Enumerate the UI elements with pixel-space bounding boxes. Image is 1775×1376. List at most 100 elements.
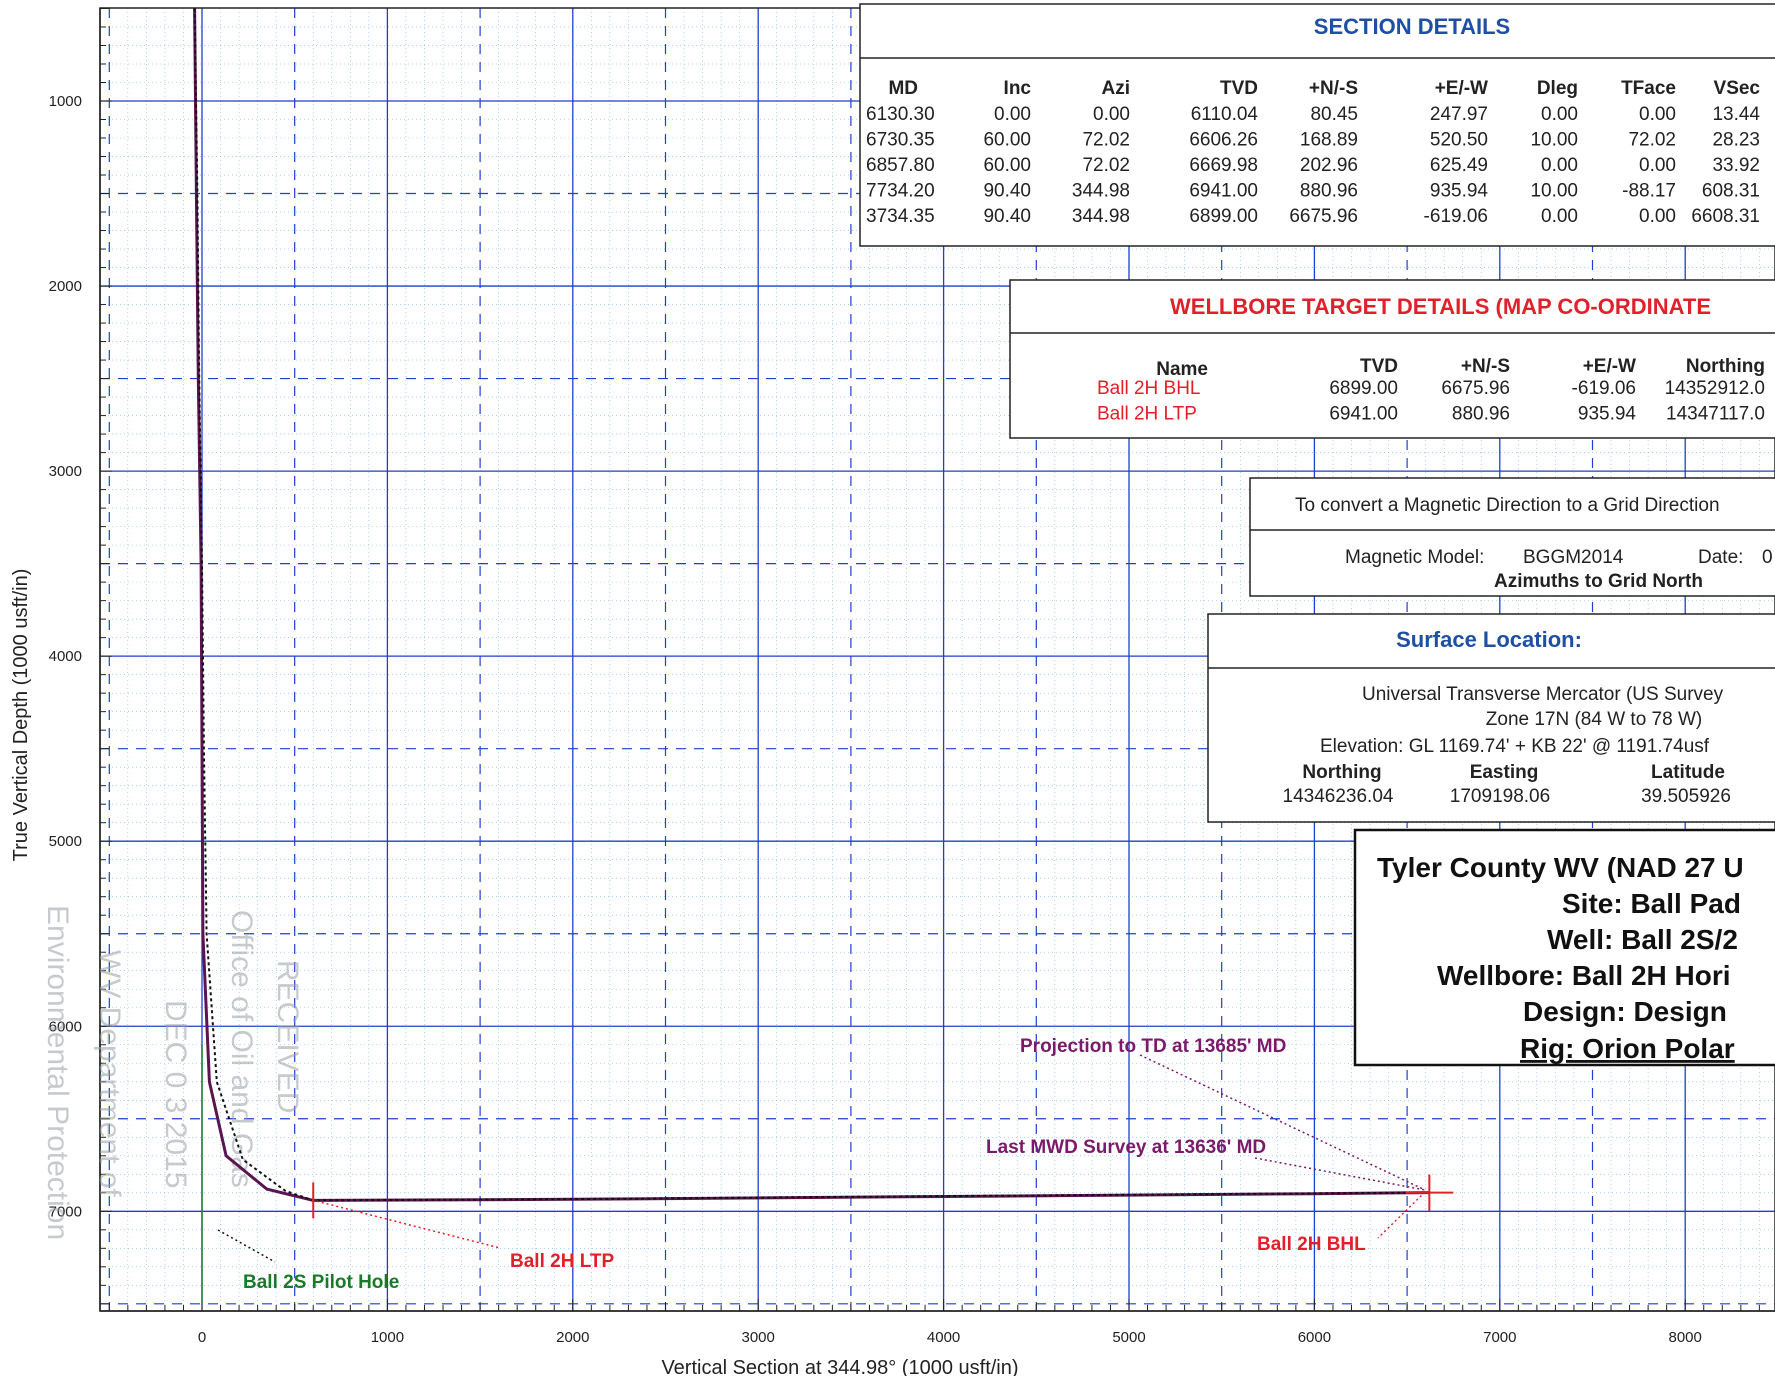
leader-pilot (217, 1229, 276, 1263)
section-cell: 7734.20 (866, 181, 935, 202)
section-cell: 33.92 (1712, 155, 1760, 176)
section-cell: 0.00 (1093, 104, 1130, 125)
magnetic-model-label: Magnetic Model: (1345, 547, 1484, 568)
section-cell: 0.00 (1541, 155, 1578, 176)
section-cell: -88.17 (1622, 181, 1676, 202)
section-cell: 520.50 (1430, 130, 1488, 151)
section-cell: 6608.31 (1691, 206, 1760, 227)
section-header-tvd: TVD (1220, 78, 1258, 99)
magnetic-box: To convert a Magnetic Direction to a Gri… (1249, 477, 1775, 597)
x-tick-label: 7000 (1483, 1329, 1516, 1346)
section-cell: 0.00 (1639, 155, 1676, 176)
section-details-frame (859, 3, 1775, 247)
section-cell: 6857.80 (866, 155, 935, 176)
section-cell: 60.00 (983, 130, 1031, 151)
surface-projection: Universal Transverse Mercator (US Survey (1362, 684, 1724, 705)
axis-tick-labels: 0 1000 2000 3000 4000 5000 6000 7000 8000 1000 200… (49, 93, 1702, 1346)
section-header-inc: Inc (1004, 78, 1032, 99)
y-axis-title: True Vertical Depth (1000 usft/in) (10, 569, 32, 862)
section-cell: 72.02 (1082, 155, 1130, 176)
title-block-frame (1353, 828, 1775, 1067)
surface-location-box: Surface Location: Universal Transverse M… (1207, 613, 1775, 823)
x-tick-label: 2000 (556, 1329, 589, 1346)
annotation-bhl: Ball 2H BHL (1257, 1234, 1366, 1255)
surface-value-latitude: 39.505926 (1641, 786, 1731, 807)
target-cell: 6899.00 (1329, 378, 1398, 399)
section-cell: 608.31 (1702, 181, 1760, 202)
x-tick-label: 6000 (1298, 1329, 1331, 1346)
section-cell: 344.98 (1072, 181, 1130, 202)
section-cell: 80.45 (1310, 104, 1358, 125)
section-cell: 0.00 (1639, 206, 1676, 227)
wellbore-targets-table: Name TVD +N/-S +E/-W Northing Ball 2H BHL 6899… (1097, 356, 1765, 425)
target-cell: 880.96 (1452, 404, 1510, 425)
leader-projection (1139, 1054, 1426, 1191)
y-tick-label: 4000 (49, 648, 82, 665)
section-cell: 625.49 (1430, 155, 1488, 176)
surface-value-easting: 1709198.06 (1450, 786, 1550, 807)
target-cell: 14352912.0 (1665, 378, 1765, 399)
surface-elevation: Elevation: GL 1169.74' + KB 22' @ 1191.7… (1320, 736, 1710, 757)
section-cell: 10.00 (1530, 181, 1578, 202)
section-header-dleg: Dleg (1537, 78, 1578, 99)
title-well: Well: Ball 2S/2 (1547, 924, 1738, 955)
section-cell: 0.00 (1541, 206, 1578, 227)
section-cell: 6606.26 (1189, 130, 1258, 151)
section-cell: 6899.00 (1189, 206, 1258, 227)
annotation-pilot-hole: Ball 2S Pilot Hole (243, 1272, 399, 1293)
annotation-projection: Projection to TD at 13685' MD (1020, 1036, 1286, 1057)
title-rig: Rig: Orion Polar (1520, 1033, 1735, 1064)
section-cell: 28.23 (1712, 130, 1760, 151)
section-cell: 6130.30 (866, 104, 935, 125)
target-cell: 14347117.0 (1666, 404, 1765, 425)
section-cell: 72.02 (1082, 130, 1130, 151)
x-tick-label: 8000 (1669, 1329, 1702, 1346)
y-tick-label: 7000 (49, 1203, 82, 1220)
wellbore-targets-frame (1009, 279, 1775, 439)
stamp-line-received: RECEIVED (271, 960, 304, 1113)
y-tick-label: 5000 (49, 833, 82, 850)
leader-ltp (311, 1199, 501, 1249)
x-tick-label: 3000 (742, 1329, 775, 1346)
section-cell: 168.89 (1300, 130, 1358, 151)
section-cell: 90.40 (983, 181, 1031, 202)
target-header-name: Name (1156, 359, 1208, 380)
target-header-ns: +N/-S (1461, 356, 1510, 377)
surface-zone: Zone 17N (84 W to 78 W) (1486, 709, 1702, 730)
stamp-line-office: Office of Oil and Gas (225, 910, 258, 1188)
section-details-table: MD Inc Azi TVD +N/-S +E/-W Dleg TFace VSec 6130.3… (866, 78, 1760, 227)
stamp-line-department: WV Department of (93, 950, 126, 1197)
title-design: Design: Design (1523, 996, 1727, 1027)
leader-last-mwd (1254, 1157, 1426, 1191)
surface-location-frame (1207, 613, 1775, 823)
target-cell: -619.06 (1572, 378, 1636, 399)
received-stamp: RECEIVED Office of Oil and Gas DEC 0 3 2… (41, 905, 304, 1240)
section-header-md: MD (888, 78, 918, 99)
section-cell: 0.00 (1541, 104, 1578, 125)
section-cell: 935.94 (1430, 181, 1489, 202)
section-cell: 72.02 (1628, 130, 1676, 151)
y-tick-label: 6000 (49, 1018, 82, 1035)
title-site: Site: Ball Pad (1562, 888, 1741, 919)
section-header-ew: +E/-W (1435, 78, 1488, 99)
title-county: Tyler County WV (NAD 27 U (1377, 852, 1744, 883)
wellbore-targets-title: WELLBORE TARGET DETAILS (MAP CO-ORDINATE (1170, 294, 1711, 319)
section-cell: -619.06 (1424, 206, 1488, 227)
well-trajectories (193, 8, 1454, 1304)
target-cell: 6941.00 (1329, 404, 1398, 425)
target-cell: 935.94 (1578, 404, 1637, 425)
section-cell: 60.00 (983, 155, 1031, 176)
magnetic-model-value: BGGM2014 (1523, 547, 1624, 568)
series-line-1 (193, 8, 1430, 1202)
section-cell: 0.00 (994, 104, 1031, 125)
target-cell: Ball 2H BHL (1097, 378, 1201, 399)
target-cell: 6675.96 (1441, 378, 1510, 399)
title-block: Tyler County WV (NAD 27 U Site: Ball Pad… (1353, 828, 1775, 1067)
surface-location-title: Surface Location: (1396, 627, 1582, 652)
x-tick-label: 5000 (1112, 1329, 1145, 1346)
section-cell: 6669.98 (1189, 155, 1258, 176)
magnetic-title: To convert a Magnetic Direction to a Gri… (1295, 495, 1720, 516)
section-cell: 6941.00 (1189, 181, 1258, 202)
section-cell: 13.44 (1712, 104, 1760, 125)
